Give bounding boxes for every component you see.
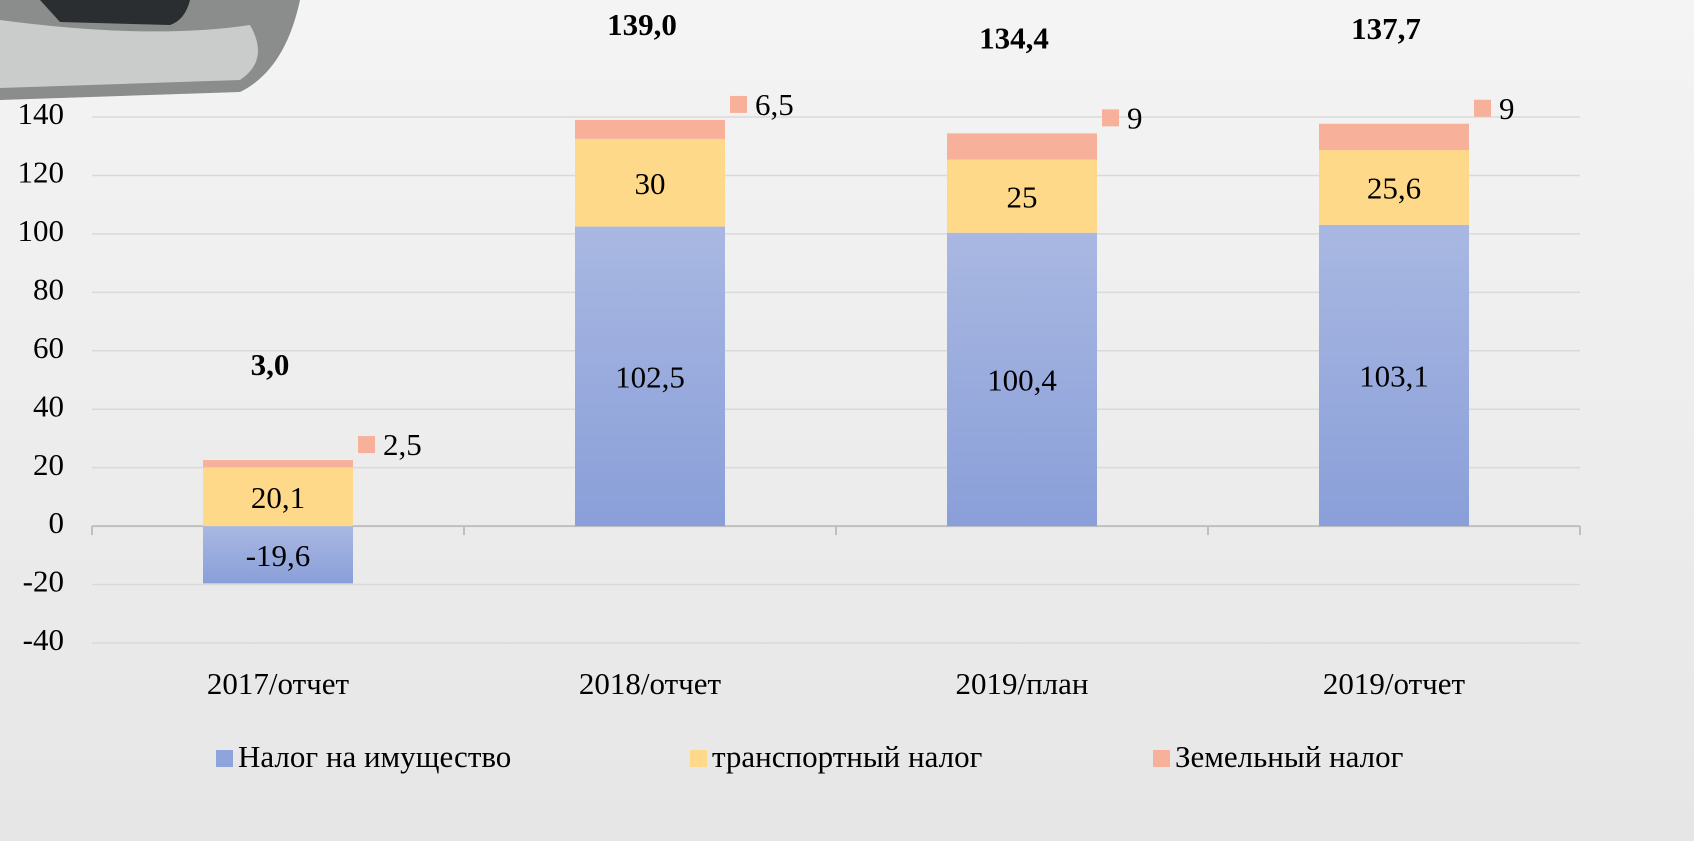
x-tick-label: 2018/отчет [579,666,722,701]
total-label: 3,0 [251,347,290,382]
label-swatch [358,436,375,454]
bar-segment [1319,224,1469,527]
data-label: 9 [1127,100,1143,135]
legend-label: Налог на имущество [238,739,511,774]
y-tick-label: 0 [49,505,65,540]
bar-segment [947,133,1097,160]
bar-segment [1319,150,1469,225]
total-label: 137,7 [1351,11,1421,46]
label-swatch [1474,99,1491,117]
bar-segment [575,119,725,139]
data-label: 103,1 [1359,359,1429,394]
bar-segment [947,159,1097,233]
bar-segment [1319,123,1469,151]
y-tick-label: 40 [33,388,64,423]
y-tick-label: 80 [33,271,64,306]
legend-swatch [216,750,233,767]
y-tick-label: 120 [18,155,65,190]
data-label: 20,1 [251,480,305,515]
y-tick-label: 140 [18,96,65,131]
bar-segment [575,138,725,227]
total-label: 134,4 [979,20,1049,55]
y-tick-label: -20 [23,564,64,599]
data-label: 6,5 [755,87,794,122]
bar-segment [203,467,353,527]
total-label: 139,0 [607,7,677,42]
data-label: -19,6 [246,538,311,573]
bar-segment [947,232,1097,527]
data-label: 25 [1007,179,1038,214]
legend-swatch [690,750,707,767]
legend-swatch [1153,750,1170,767]
bar-segment [575,226,725,527]
data-label: 102,5 [615,359,685,394]
y-tick-label: 60 [33,330,64,365]
y-tick-label: -40 [23,622,64,657]
data-label: 25,6 [1367,171,1421,206]
data-label: 9 [1499,91,1515,126]
legend-label: транспортный налог [712,739,982,774]
data-label: 100,4 [987,363,1057,398]
x-tick-label: 2019/план [955,666,1088,701]
data-label: 30 [635,166,666,201]
y-tick-label: 100 [18,213,65,248]
bar-segment [203,460,353,468]
data-label: 2,5 [383,427,422,462]
photo-corner [0,0,300,100]
y-tick-label: 20 [33,447,64,482]
x-tick-label: 2019/отчет [1323,666,1466,701]
label-swatch [730,95,747,113]
bar-segment [203,526,353,584]
label-swatch [1102,109,1119,127]
legend-label: Земельный налог [1175,739,1403,774]
x-tick-label: 2017/отчет [207,666,350,701]
